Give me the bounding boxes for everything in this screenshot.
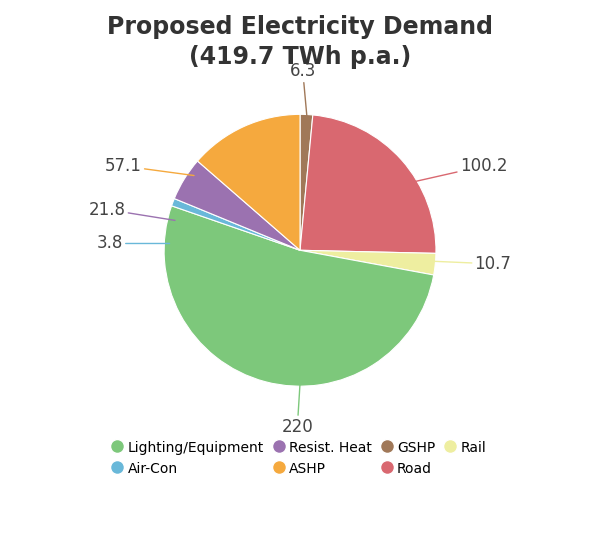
Text: 10.7: 10.7	[431, 255, 511, 273]
Text: 100.2: 100.2	[412, 157, 507, 182]
Wedge shape	[300, 115, 313, 250]
Text: 220: 220	[281, 384, 313, 436]
Text: 3.8: 3.8	[97, 235, 170, 252]
Title: Proposed Electricity Demand
(419.7 TWh p.a.): Proposed Electricity Demand (419.7 TWh p…	[107, 15, 493, 69]
Wedge shape	[300, 250, 436, 275]
Text: 57.1: 57.1	[105, 157, 194, 175]
Wedge shape	[300, 115, 436, 253]
Legend: Lighting/Equipment, Air-Con, Resist. Heat, ASHP, GSHP, Road, Rail: Lighting/Equipment, Air-Con, Resist. Hea…	[109, 435, 491, 481]
Text: 21.8: 21.8	[89, 201, 175, 221]
Text: 6.3: 6.3	[290, 62, 316, 116]
Wedge shape	[164, 206, 434, 386]
Wedge shape	[197, 115, 300, 250]
Wedge shape	[175, 161, 300, 250]
Wedge shape	[172, 199, 300, 250]
